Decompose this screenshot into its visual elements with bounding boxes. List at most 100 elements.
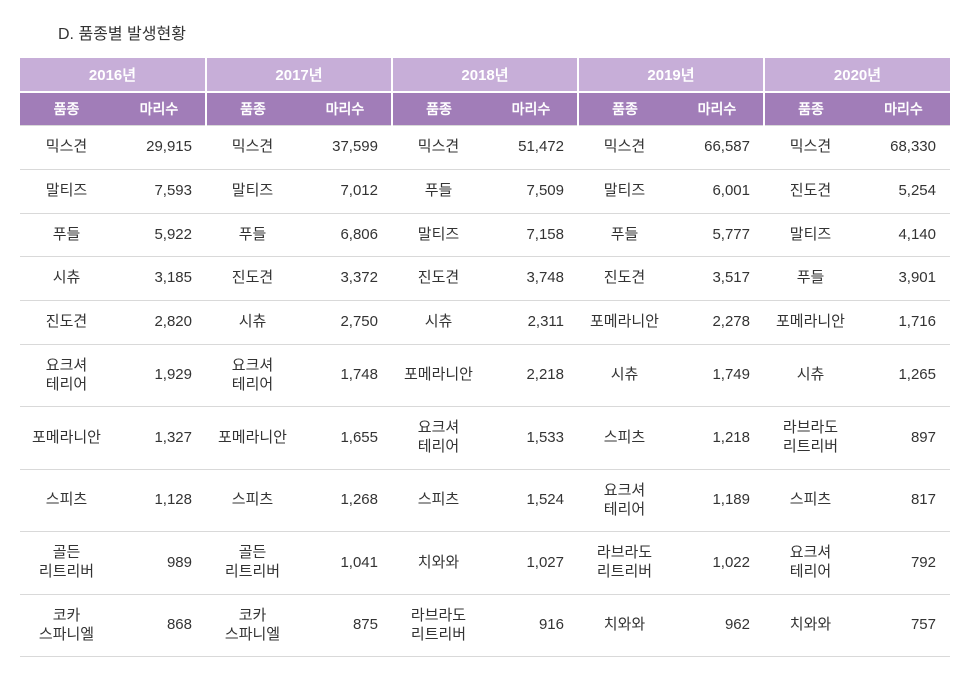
count-cell: 1,524 bbox=[485, 469, 578, 532]
breed-cell: 시츄 bbox=[764, 344, 857, 407]
count-cell: 1,929 bbox=[113, 344, 206, 407]
table-row: 포메라니안1,327포메라니안1,655요크셔테리어1,533스피츠1,218라… bbox=[20, 407, 950, 470]
count-cell: 3,517 bbox=[671, 257, 764, 301]
breed-cell: 진도견 bbox=[392, 257, 485, 301]
breed-cell: 믹스견 bbox=[20, 126, 113, 170]
count-cell: 1,748 bbox=[299, 344, 392, 407]
count-cell: 1,265 bbox=[857, 344, 950, 407]
year-header: 2016년 bbox=[20, 58, 206, 92]
breed-cell: 진도견 bbox=[206, 257, 299, 301]
breed-cell: 치와와 bbox=[764, 594, 857, 657]
count-cell: 1,268 bbox=[299, 469, 392, 532]
breed-cell: 믹스견 bbox=[764, 126, 857, 170]
count-cell: 1,327 bbox=[113, 407, 206, 470]
count-cell: 916 bbox=[485, 594, 578, 657]
count-cell: 51,472 bbox=[485, 126, 578, 170]
breed-cell: 말티즈 bbox=[392, 213, 485, 257]
breed-cell: 스피츠 bbox=[206, 469, 299, 532]
breed-cell: 푸들 bbox=[764, 257, 857, 301]
table-row: 요크셔테리어1,929요크셔테리어1,748포메라니안2,218시츄1,749시… bbox=[20, 344, 950, 407]
breed-cell: 치와와 bbox=[392, 532, 485, 595]
table-row: 말티즈7,593말티즈7,012푸들7,509말티즈6,001진도견5,254 bbox=[20, 169, 950, 213]
subheader-count: 마리수 bbox=[299, 92, 392, 126]
count-cell: 1,533 bbox=[485, 407, 578, 470]
section-title: D. 품종별 발생현황 bbox=[58, 20, 950, 44]
breed-cell: 요크셔테리어 bbox=[578, 469, 671, 532]
breed-cell: 푸들 bbox=[206, 213, 299, 257]
breed-cell: 스피츠 bbox=[578, 407, 671, 470]
table-row: 믹스견29,915믹스견37,599믹스견51,472믹스견66,587믹스견6… bbox=[20, 126, 950, 170]
count-cell: 1,218 bbox=[671, 407, 764, 470]
table-row: 진도견2,820시츄2,750시츄2,311포메라니안2,278포메라니안1,7… bbox=[20, 301, 950, 345]
subheader-breed: 품종 bbox=[392, 92, 485, 126]
breed-cell: 시츄 bbox=[20, 257, 113, 301]
subheader-count: 마리수 bbox=[671, 92, 764, 126]
count-cell: 817 bbox=[857, 469, 950, 532]
subheader-count: 마리수 bbox=[485, 92, 578, 126]
breed-cell: 치와와 bbox=[578, 594, 671, 657]
count-cell: 1,655 bbox=[299, 407, 392, 470]
count-cell: 3,901 bbox=[857, 257, 950, 301]
count-cell: 5,777 bbox=[671, 213, 764, 257]
count-cell: 1,022 bbox=[671, 532, 764, 595]
breed-cell: 진도견 bbox=[20, 301, 113, 345]
breed-cell: 시츄 bbox=[206, 301, 299, 345]
count-cell: 3,372 bbox=[299, 257, 392, 301]
breed-cell: 믹스견 bbox=[578, 126, 671, 170]
breed-cell: 스피츠 bbox=[20, 469, 113, 532]
breed-cell: 푸들 bbox=[20, 213, 113, 257]
count-cell: 757 bbox=[857, 594, 950, 657]
count-cell: 68,330 bbox=[857, 126, 950, 170]
count-cell: 989 bbox=[113, 532, 206, 595]
year-header: 2017년 bbox=[206, 58, 392, 92]
count-cell: 37,599 bbox=[299, 126, 392, 170]
sub-header-row: 품종마리수품종마리수품종마리수품종마리수품종마리수 bbox=[20, 92, 950, 126]
breed-cell: 진도견 bbox=[764, 169, 857, 213]
count-cell: 6,001 bbox=[671, 169, 764, 213]
subheader-breed: 품종 bbox=[206, 92, 299, 126]
count-cell: 868 bbox=[113, 594, 206, 657]
breed-cell: 요크셔테리어 bbox=[764, 532, 857, 595]
count-cell: 1,041 bbox=[299, 532, 392, 595]
count-cell: 2,218 bbox=[485, 344, 578, 407]
count-cell: 897 bbox=[857, 407, 950, 470]
subheader-count: 마리수 bbox=[857, 92, 950, 126]
breed-cell: 포메라니안 bbox=[20, 407, 113, 470]
breed-cell: 포메라니안 bbox=[764, 301, 857, 345]
count-cell: 7,012 bbox=[299, 169, 392, 213]
count-cell: 2,820 bbox=[113, 301, 206, 345]
count-cell: 1,716 bbox=[857, 301, 950, 345]
count-cell: 7,593 bbox=[113, 169, 206, 213]
breed-cell: 라브라도리트리버 bbox=[392, 594, 485, 657]
count-cell: 2,311 bbox=[485, 301, 578, 345]
count-cell: 875 bbox=[299, 594, 392, 657]
breed-cell: 포메라니안 bbox=[392, 344, 485, 407]
count-cell: 5,254 bbox=[857, 169, 950, 213]
breed-cell: 요크셔테리어 bbox=[206, 344, 299, 407]
breed-cell: 믹스견 bbox=[206, 126, 299, 170]
table-body: 믹스견29,915믹스견37,599믹스견51,472믹스견66,587믹스견6… bbox=[20, 126, 950, 657]
count-cell: 3,185 bbox=[113, 257, 206, 301]
breed-cell: 믹스견 bbox=[392, 126, 485, 170]
count-cell: 6,806 bbox=[299, 213, 392, 257]
table-row: 스피츠1,128스피츠1,268스피츠1,524요크셔테리어1,189스피츠81… bbox=[20, 469, 950, 532]
year-header: 2020년 bbox=[764, 58, 950, 92]
count-cell: 5,922 bbox=[113, 213, 206, 257]
subheader-count: 마리수 bbox=[113, 92, 206, 126]
breed-cell: 스피츠 bbox=[392, 469, 485, 532]
year-header: 2019년 bbox=[578, 58, 764, 92]
count-cell: 962 bbox=[671, 594, 764, 657]
table-row: 코카스파니엘868코카스파니엘875라브라도리트리버916치와와962치와와75… bbox=[20, 594, 950, 657]
count-cell: 7,158 bbox=[485, 213, 578, 257]
breed-cell: 요크셔테리어 bbox=[20, 344, 113, 407]
count-cell: 792 bbox=[857, 532, 950, 595]
year-header: 2018년 bbox=[392, 58, 578, 92]
breed-cell: 라브라도리트리버 bbox=[578, 532, 671, 595]
breed-cell: 진도견 bbox=[578, 257, 671, 301]
breed-cell: 말티즈 bbox=[578, 169, 671, 213]
subheader-breed: 품종 bbox=[20, 92, 113, 126]
breed-cell: 푸들 bbox=[578, 213, 671, 257]
year-header-row: 2016년2017년2018년2019년2020년 bbox=[20, 58, 950, 92]
table-row: 골든리트리버989골든리트리버1,041치와와1,027라브라도리트리버1,02… bbox=[20, 532, 950, 595]
breed-table: 2016년2017년2018년2019년2020년 품종마리수품종마리수품종마리… bbox=[20, 58, 950, 657]
